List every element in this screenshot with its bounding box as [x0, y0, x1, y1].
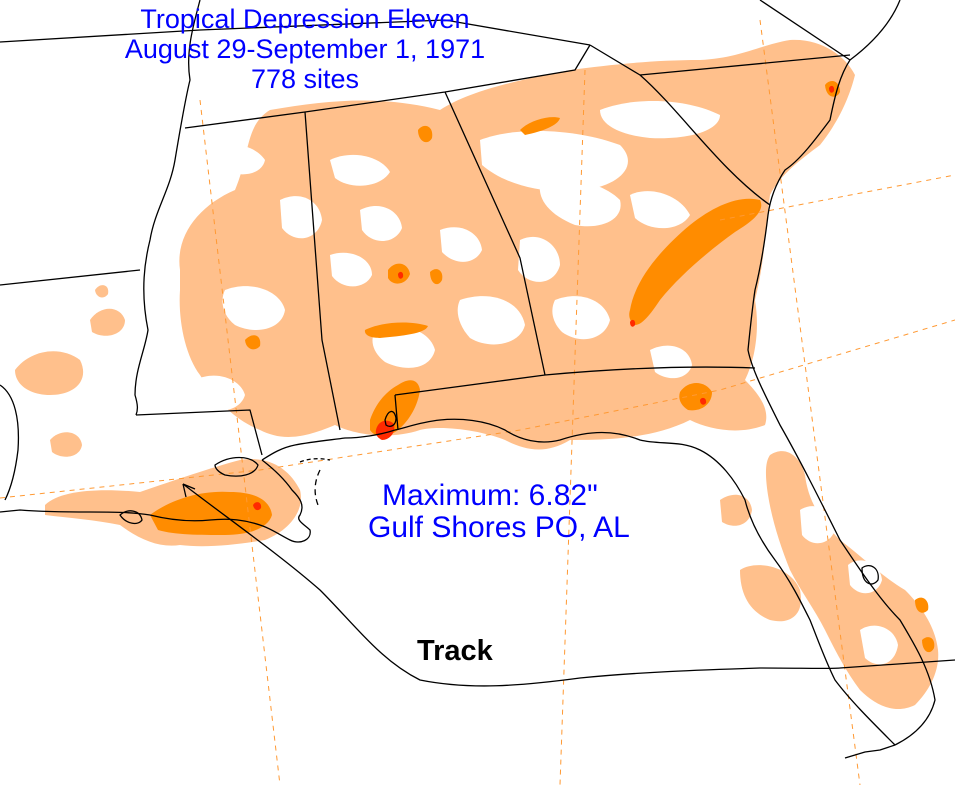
light-rain-areas [15, 39, 939, 710]
track-label: Track [417, 635, 493, 667]
border-ms-al [304, 111, 341, 431]
dry-hole-9 [360, 206, 402, 242]
moderate-rain-louisiana [150, 491, 272, 535]
coast-mississippi-sound [299, 458, 331, 463]
heavy-rain-areas [253, 85, 835, 511]
dry-hole-14 [457, 296, 525, 345]
heavy-rain-blob-5 [829, 85, 835, 93]
storm-track-arrowhead [182, 483, 196, 498]
border-la-ms [135, 409, 263, 456]
storm-track [182, 483, 841, 687]
dry-hole-florida-1 [800, 506, 835, 544]
border-fl-south-line [839, 659, 955, 669]
coast-atlantic [747, 0, 936, 746]
dry-hole-11 [330, 252, 372, 287]
dry-hole-16 [195, 375, 245, 411]
graticule-lat-1 [0, 319, 955, 499]
border-tx-la [0, 384, 20, 501]
map-title: Tropical Depression Eleven [140, 4, 470, 34]
light-rain-blob-florida-west [720, 494, 752, 526]
coastline [0, 0, 936, 759]
heavy-rain-blob-1 [253, 502, 262, 511]
maximum-location-label: Gulf Shores PO, AL [368, 511, 630, 544]
moderate-rain-blob-fl-east [915, 597, 929, 613]
border-ga-sc [589, 44, 771, 206]
dry-hole-12 [222, 286, 285, 330]
border-ar-tn [0, 269, 141, 286]
border-north-ky [0, 19, 591, 46]
coast-florida-west [394, 418, 896, 746]
coast-louisiana-delta [0, 459, 311, 543]
border-sc-nc [639, 54, 851, 76]
dry-hole-7 [518, 236, 560, 282]
dry-hole-florida-3 [860, 625, 898, 665]
coast-florida-lake-okee [861, 565, 879, 585]
border-ga-fl [544, 366, 756, 376]
map-date-range: August 29-September 1, 1971 [124, 34, 486, 64]
heavy-rain-gulf-shores [375, 420, 395, 440]
graticule-lon-1 [199, 99, 281, 785]
light-rain-region-core [179, 39, 855, 450]
moderate-rain-streak-ga-north [520, 117, 560, 135]
dry-hole-4 [600, 100, 720, 139]
coast-mobile-bay [384, 410, 397, 427]
moderate-rain-streak-ms [364, 322, 428, 338]
coast-lake-pontchartrain [214, 456, 259, 477]
moderate-rain-blob-al [430, 269, 443, 285]
state-borders [0, 0, 955, 669]
graticule [0, 19, 955, 785]
dry-hole-17 [650, 345, 692, 379]
dry-hole-10 [440, 227, 482, 262]
border-mississippi-river [134, 0, 201, 416]
map-site-count: 778 sites [250, 64, 360, 94]
light-rain-blob-3 [50, 432, 82, 457]
dry-hole-6 [630, 191, 690, 229]
dry-hole-1 [215, 144, 265, 175]
moderate-rain-streak-ms-north [245, 335, 261, 350]
coast-keys [844, 744, 896, 759]
light-rain-blob-florida-gulf [740, 565, 801, 622]
moderate-rain-blob-fl-south [922, 637, 935, 653]
moderate-rain-band-georgia [629, 198, 762, 325]
maximum-value-label: Maximum: 6.82" [382, 479, 598, 512]
border-al-fl [394, 374, 546, 396]
heavy-rain-blob-4 [630, 319, 636, 327]
storm-track-line [182, 483, 841, 687]
dry-hole-3 [480, 130, 628, 192]
border-al-ga [444, 91, 546, 376]
coast-louisiana-inlet [119, 510, 143, 525]
light-rain-blob-4 [95, 285, 109, 298]
heavy-rain-blob-2 [398, 271, 404, 279]
coast-gulf-al-ms [261, 429, 396, 461]
border-al-fl-west [394, 394, 399, 431]
graticule-lon-3 [759, 19, 861, 785]
moderate-rain-blob-al-north [418, 125, 433, 143]
border-va [759, 0, 851, 61]
coast-chandeleur [314, 469, 321, 506]
light-rain-blob-2 [90, 308, 125, 336]
no-rain-holes [195, 100, 898, 665]
light-rain-blob-1 [15, 351, 84, 395]
heavy-rain-blob-3 [700, 397, 707, 405]
dry-hole-15 [552, 296, 610, 340]
dry-hole-2 [330, 154, 390, 186]
